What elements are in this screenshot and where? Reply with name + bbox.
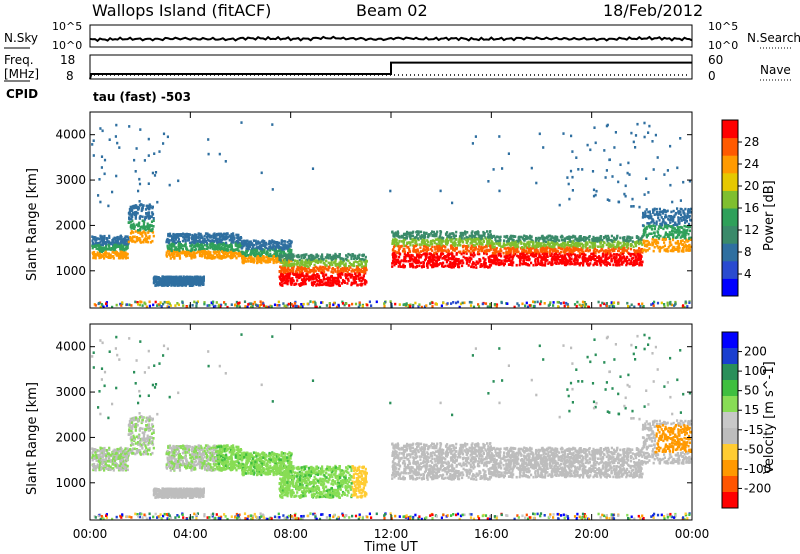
- date-label: 18/Feb/2012: [603, 1, 703, 20]
- time-tick-label: 04:00: [173, 527, 208, 541]
- nave-label: Nave: [760, 63, 791, 77]
- nsky-left-tick-bottom: 10^0: [52, 39, 82, 52]
- time-axis-ticks: 00:00 04:00 08:00 12:00 16:00 20:00 00:00: [73, 112, 710, 541]
- nsky-panel-frame: [89, 24, 693, 48]
- beam-label: Beam 02: [356, 1, 428, 20]
- freq-left-tick-top: 18: [60, 53, 75, 67]
- colorbar-tick-label: 50: [744, 384, 759, 398]
- time-tick-label: 12:00: [374, 527, 409, 541]
- colorbar-tick-label: 200: [744, 345, 767, 359]
- freq-right-tick-top: 60: [708, 53, 723, 67]
- time-axis-label: Time UT: [363, 540, 417, 554]
- velocity-colorbar-ticks: 200 100 50 15 -15 -50 -100 -200: [738, 345, 771, 495]
- slant-range-tick-label: 2000: [55, 218, 86, 232]
- freq-unit-label: [MHz]: [4, 67, 39, 81]
- velocity-colorbar-label: Velocity [m s^-1]: [762, 361, 777, 474]
- time-tick-label: 00:00: [675, 527, 710, 541]
- colorbar-tick-label: -100: [744, 462, 771, 476]
- colorbar-tick-label: -50: [744, 442, 764, 456]
- colorbar-tick-label: -15: [744, 423, 764, 437]
- nsearch-label: N.Search: [747, 31, 800, 45]
- colorbar-tick-label: 20: [744, 179, 759, 193]
- colorbar-tick-label: 4: [744, 267, 752, 281]
- cpid-text: tau (fast) -503: [93, 90, 191, 104]
- colorbar-tick-label: 24: [744, 157, 759, 171]
- power-yticks: 1000 2000 3000 4000: [55, 128, 692, 278]
- slant-range-tick-label: 2000: [55, 430, 86, 444]
- colorbar-tick-label: 15: [744, 403, 759, 417]
- colorbar-tick-label: -200: [744, 481, 771, 495]
- nsky-right-tick-top: 10^5: [708, 20, 738, 33]
- colorbar-tick-label: 16: [744, 201, 759, 215]
- freq-left-tick-bottom: 8: [66, 69, 74, 83]
- colorbar-tick-label: 8: [744, 245, 752, 259]
- power-ylabel: Slant Range [km]: [25, 168, 40, 281]
- freq-label: Freq.: [4, 53, 34, 67]
- cpid-label: CPID: [6, 87, 38, 101]
- time-tick-label: 20:00: [574, 527, 609, 541]
- freq-panel-frame: [89, 54, 693, 80]
- colorbar-tick-label: 28: [744, 135, 759, 149]
- power-colorbar-ticks: 4 8 12 16 20 24 28: [738, 135, 759, 281]
- slant-range-tick-label: 3000: [55, 173, 86, 187]
- nsky-left-tick-top: 10^5: [52, 20, 82, 33]
- velocity-colorbar: [722, 332, 738, 509]
- power-colorbar-label: Power [dB]: [762, 180, 777, 251]
- velocity-ylabel: Slant Range [km]: [25, 382, 40, 495]
- slant-range-tick-label: 1000: [55, 476, 86, 490]
- nsky-label: N.Sky: [4, 31, 38, 45]
- velocity-yticks: 1000 2000 3000 4000: [55, 340, 692, 490]
- slant-range-tick-label: 3000: [55, 385, 86, 399]
- colorbar-tick-label: 100: [744, 364, 767, 378]
- nsky-right-tick-bottom: 10^0: [708, 39, 738, 52]
- nsky-series-line: [89, 35, 693, 43]
- freq-right-tick-bottom: 0: [708, 69, 716, 83]
- site-title: Wallops Island (fitACF): [92, 1, 271, 20]
- colorbar-tick-label: 12: [744, 223, 759, 237]
- power-colorbar: [722, 120, 738, 297]
- velocity-scatter-pixels: [91, 333, 693, 521]
- slant-range-tick-label: 4000: [55, 340, 86, 354]
- time-tick-label: 00:00: [73, 527, 108, 541]
- time-tick-label: 08:00: [273, 527, 308, 541]
- freq-series-line: [89, 61, 692, 80]
- slant-range-tick-label: 4000: [55, 128, 86, 142]
- time-tick-label: 16:00: [474, 527, 509, 541]
- slant-range-tick-label: 1000: [55, 264, 86, 278]
- power-scatter-pixels: [91, 121, 693, 309]
